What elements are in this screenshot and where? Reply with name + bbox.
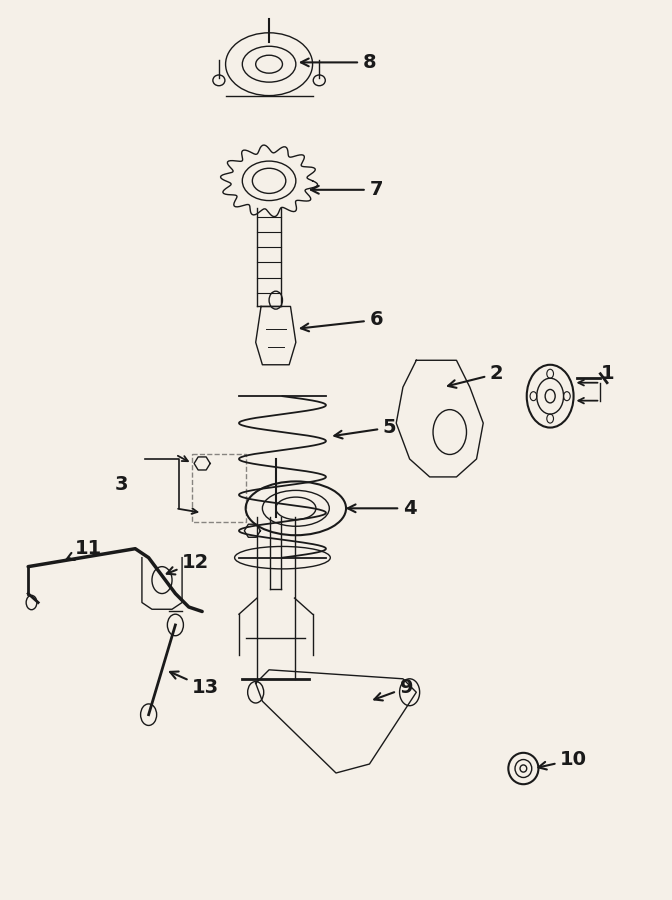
Text: 6: 6 [301, 310, 383, 331]
Text: 13: 13 [170, 671, 219, 698]
Text: 11: 11 [66, 539, 102, 560]
Text: 7: 7 [311, 180, 383, 199]
Text: 12: 12 [167, 553, 210, 574]
Text: 1: 1 [600, 364, 614, 383]
Text: 5: 5 [335, 418, 396, 438]
Text: 8: 8 [301, 53, 376, 72]
Text: 3: 3 [115, 474, 128, 493]
Text: 4: 4 [348, 499, 417, 517]
Text: 2: 2 [448, 364, 503, 388]
Text: 9: 9 [374, 679, 413, 700]
Text: 10: 10 [538, 750, 587, 770]
